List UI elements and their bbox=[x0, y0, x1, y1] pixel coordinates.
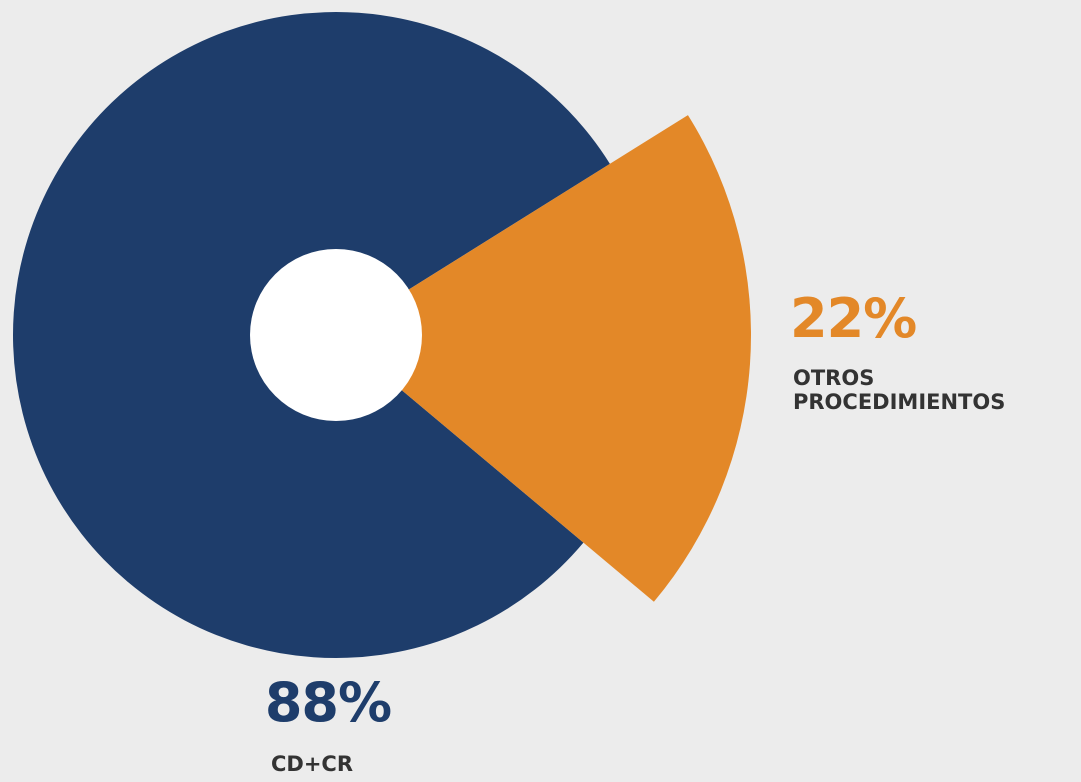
value-label: 22% bbox=[790, 287, 917, 350]
donut-hole bbox=[250, 249, 422, 421]
category-label: CD+CR bbox=[270, 752, 354, 776]
category-label: OTROS PROCEDIMIENTOS bbox=[793, 366, 1006, 415]
value-label: 88% bbox=[264, 671, 392, 734]
pie-slice bbox=[336, 115, 751, 602]
